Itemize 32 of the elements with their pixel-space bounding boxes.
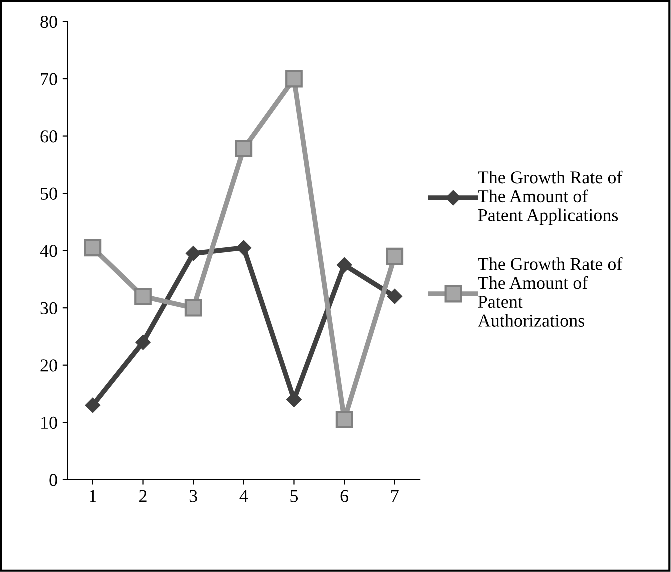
y-tick-label: 60	[40, 130, 58, 143]
point	[386, 248, 404, 266]
point	[136, 334, 151, 350]
legend-label: The Growth Rate of The Amount of Patent Applications	[478, 170, 623, 226]
x-tick-label: 6	[340, 490, 349, 502]
point	[134, 288, 152, 306]
point	[184, 299, 202, 317]
x-tick-label: 4	[240, 490, 248, 502]
x-tick-label: 5	[290, 490, 298, 502]
y-tick-label: 70	[41, 73, 58, 86]
legend-label: The Growth Rate of The Amount of Patent Authorizations	[478, 257, 623, 327]
point	[336, 258, 352, 273]
point	[85, 398, 101, 414]
y-tick-label: 20	[40, 360, 58, 372]
x-tick-label: 2	[140, 490, 147, 502]
y-tick-label: 0	[50, 474, 58, 486]
y-tick-label: 30	[40, 302, 58, 315]
y-tick-label: 50	[41, 188, 58, 200]
point	[84, 239, 102, 257]
x-tick-label: 3	[190, 490, 198, 502]
point	[286, 70, 303, 88]
point	[387, 289, 402, 304]
point	[236, 240, 252, 256]
x-tick-label: 7	[392, 490, 399, 502]
y-tick-label: 10	[42, 416, 58, 430]
point	[235, 140, 253, 158]
x-tick-label: 1	[90, 490, 96, 502]
point	[286, 392, 302, 408]
y-tick-label: 80	[40, 16, 58, 28]
point	[336, 411, 354, 428]
y-tick-label: 40	[40, 245, 58, 258]
point	[186, 246, 202, 262]
